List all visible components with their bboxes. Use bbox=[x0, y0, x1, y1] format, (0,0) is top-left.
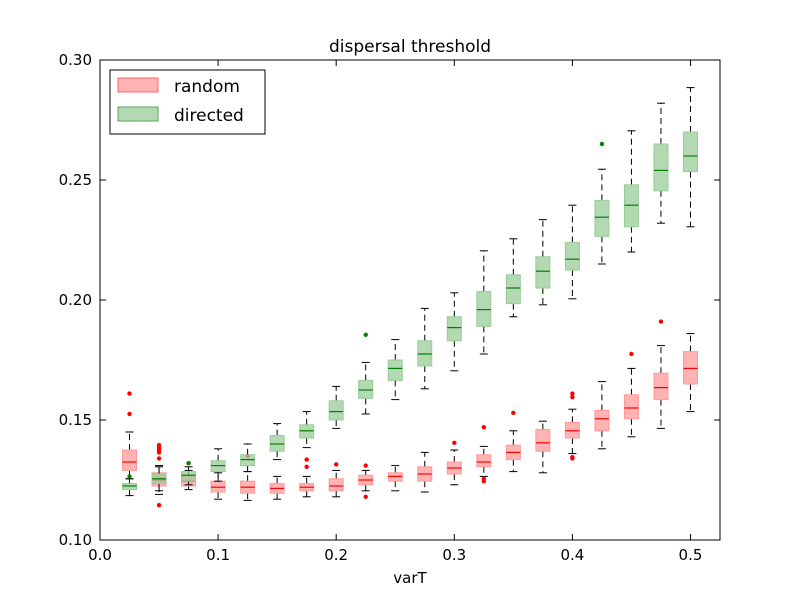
legend: random directed bbox=[109, 69, 266, 135]
series-random bbox=[122, 319, 698, 508]
flier-random-0.3-0 bbox=[452, 440, 457, 445]
x-tick-label-5: 0.5 bbox=[679, 546, 703, 564]
box-directed-0.25 bbox=[387, 359, 403, 381]
flier-random-0.175-1 bbox=[304, 457, 309, 462]
box-directed-0.075 bbox=[181, 471, 197, 482]
box-directed-0.425 bbox=[594, 199, 610, 237]
axis-ticks: 0.0 0.1 0.2 0.3 0.4 0.5 0.10 0.15 0.20 0.25 0.30 bbox=[59, 51, 720, 564]
y-tick-label-0: 0.10 bbox=[59, 531, 92, 549]
flier-random-0.225-0 bbox=[363, 494, 368, 499]
y-tick-label-2: 0.20 bbox=[59, 291, 92, 309]
flier-random-0.325-1 bbox=[481, 476, 487, 481]
flier-random-0.475-0 bbox=[658, 319, 664, 324]
flier-random-0.35-0 bbox=[511, 410, 516, 415]
flier-random-0.025-0 bbox=[127, 411, 132, 417]
box-random-0.425 bbox=[594, 409, 610, 432]
legend-label-random: random bbox=[174, 77, 240, 97]
flier-random-0.4-3 bbox=[570, 391, 575, 396]
y-tick-label-1: 0.15 bbox=[59, 411, 92, 429]
flier-random-0.325-2 bbox=[481, 425, 487, 430]
flier-random-0.4-2 bbox=[570, 395, 575, 400]
flier-directed-0.075-0 bbox=[186, 461, 191, 466]
box-random-0.2 bbox=[328, 478, 344, 492]
flier-directed-0.425-0 bbox=[599, 141, 605, 147]
y-tick-label-4: 0.30 bbox=[59, 51, 92, 69]
box-random-0.45 bbox=[623, 394, 639, 420]
box-random-0.375 bbox=[535, 429, 551, 452]
flier-random-0.05-0 bbox=[156, 503, 162, 508]
series-directed bbox=[122, 87, 698, 497]
x-tick-label-1: 0.1 bbox=[206, 546, 230, 564]
x-tick-label-0: 0.0 bbox=[88, 546, 112, 564]
flier-directed-0.025-0 bbox=[127, 474, 132, 479]
box-directed-0.475 bbox=[653, 143, 669, 192]
flier-random-0.05-1 bbox=[156, 456, 162, 461]
box-directed-0.2 bbox=[328, 400, 344, 421]
box-directed-0.4 bbox=[564, 241, 580, 271]
flier-directed-0.225-0 bbox=[363, 332, 368, 337]
box-random-0.475 bbox=[653, 372, 669, 401]
box-directed-0.375 bbox=[535, 256, 551, 289]
chart-title: dispersal threshold bbox=[329, 37, 491, 57]
flier-random-0.225-1 bbox=[363, 463, 368, 468]
legend-swatch-directed bbox=[117, 106, 159, 122]
flier-random-0.025-1 bbox=[127, 391, 132, 396]
x-tick-label-4: 0.4 bbox=[560, 546, 584, 564]
y-tick-label-3: 0.25 bbox=[59, 171, 92, 189]
box-random-0.325 bbox=[476, 454, 492, 468]
box-directed-0.45 bbox=[623, 184, 639, 228]
box-directed-0.5 bbox=[682, 131, 698, 173]
x-tick-label-3: 0.3 bbox=[442, 546, 466, 564]
legend-swatch-random bbox=[117, 77, 159, 93]
box-random-0.025 bbox=[122, 449, 138, 471]
flier-random-0.05-6 bbox=[156, 443, 162, 448]
flier-random-0.175-0 bbox=[304, 464, 309, 469]
plot-marks bbox=[122, 87, 698, 508]
box-directed-0.35 bbox=[505, 274, 521, 305]
x-tick-label-2: 0.2 bbox=[324, 546, 348, 564]
box-directed-0.3 bbox=[446, 316, 462, 342]
flier-random-0.4-1 bbox=[570, 455, 575, 460]
x-axis-label: varT bbox=[393, 569, 427, 587]
flier-random-0.2-0 bbox=[333, 462, 339, 467]
legend-label-directed: directed bbox=[174, 106, 244, 126]
flier-random-0.45-0 bbox=[629, 351, 634, 357]
